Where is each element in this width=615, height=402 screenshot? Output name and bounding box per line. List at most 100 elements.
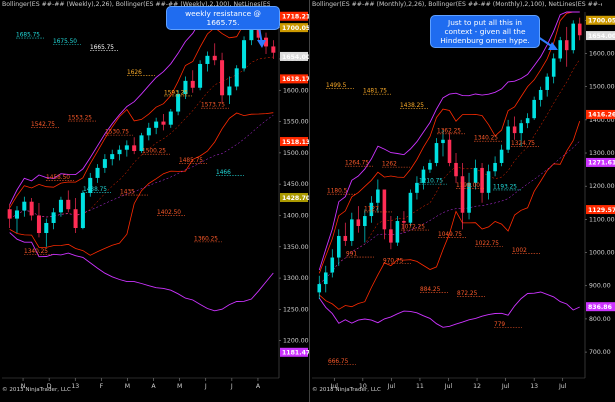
net-level-label: 991: [346, 252, 357, 258]
x-tick-label: 12: [473, 383, 481, 390]
candle-body: [408, 192, 413, 223]
callout-arrowhead: [257, 40, 266, 48]
price-tag: [586, 109, 615, 119]
y-tick-label: 900.00: [589, 283, 611, 290]
candle-body: [51, 212, 56, 223]
candle-body: [220, 60, 225, 96]
bollinger-long-upper: [318, 11, 580, 271]
net-level-label: 1022.75: [475, 241, 499, 247]
net-level-label: 1198.00: [456, 183, 480, 189]
candle-body: [80, 192, 85, 228]
candle-body: [36, 215, 41, 234]
monthly-copyright: © 2013 NinjaTrader, LLC: [312, 387, 381, 393]
x-tick-label: M: [177, 383, 182, 390]
candle-body: [564, 40, 569, 51]
net-level-label: 1685.75: [16, 33, 40, 39]
bollinger-short-upper: [318, 11, 580, 274]
candle-body: [95, 167, 100, 178]
candle-body: [447, 139, 452, 163]
candle-body: [212, 55, 217, 61]
monthly-chart[interactable]: 700.00 800.00 900.00 1000.00 1100.00 1200.00 1…: [310, 0, 615, 402]
candle-body: [132, 145, 137, 151]
net-level-label: 1340.25: [24, 249, 48, 255]
net-level-label: 1324.75: [511, 141, 535, 147]
price-tag: [280, 347, 308, 357]
x-tick-label: 13: [71, 383, 79, 390]
candle-body: [512, 126, 517, 134]
net-level-label: 1466: [216, 170, 231, 176]
price-tag-label: 1129.57: [588, 207, 615, 214]
weekly-resistance-callout: weekly resistance @ 1665.75.: [166, 6, 280, 30]
price-tag-label: 1700.05: [588, 18, 615, 25]
x-tick-label: M: [125, 383, 130, 390]
candle-body: [168, 111, 173, 125]
price-tag: [280, 11, 308, 21]
net-level-label: 1264.75: [345, 161, 369, 167]
candle-body: [161, 121, 166, 125]
candle-body: [190, 80, 195, 88]
x-tick-label: N: [21, 383, 26, 390]
candle-body: [558, 40, 562, 59]
monthly-chart-panel[interactable]: 700.00 800.00 900.00 1000.00 1100.00 1200.00 1…: [310, 0, 615, 402]
x-tick-label: A: [256, 383, 261, 390]
weekly-chart-panel[interactable]: 1200.00 1250.00 1300.00 1350.00 1400.00 1450.…: [0, 0, 310, 402]
price-tag-label: 1271.61: [588, 160, 615, 167]
candle-body: [551, 58, 556, 77]
bollinger-short-middle: [9, 56, 274, 219]
candle-body: [183, 80, 188, 95]
x-tick-label: 10: [359, 383, 367, 390]
y-tick-label: 800.00: [589, 316, 611, 323]
bollinger-long-lower: [318, 291, 580, 328]
y-tick-label: 1600.00: [589, 50, 615, 57]
net-level-label: 1626: [127, 70, 142, 76]
net-level-label: 1210.75: [419, 179, 443, 185]
y-tick-label: 1300.00: [589, 150, 615, 157]
net-level-label: 1340.25: [474, 136, 498, 142]
candle-body: [73, 209, 78, 228]
y-tick-label: 1300.00: [283, 275, 309, 282]
candle-body: [343, 235, 348, 241]
candle-body: [350, 219, 354, 241]
candle-body: [29, 201, 34, 216]
candle-body: [376, 189, 380, 203]
net-level-label: 1542.75: [31, 122, 55, 128]
candle-body: [486, 171, 491, 193]
net-level-label: 970.75: [383, 258, 404, 264]
candle-body: [263, 37, 269, 47]
x-tick-label: J: [204, 383, 207, 390]
net-level-label: 1438.75: [83, 187, 107, 193]
candle-body: [234, 68, 239, 87]
weekly-chart[interactable]: 1200.00 1250.00 1300.00 1350.00 1400.00 1450.…: [0, 0, 309, 402]
net-level-label: 1553.25: [68, 116, 92, 122]
net-level-label: 779: [494, 322, 505, 328]
price-tag: [280, 137, 308, 147]
price-tag: [280, 193, 308, 203]
bollinger-short-lower: [9, 112, 274, 256]
price-tag: [280, 51, 308, 61]
candle-body: [545, 76, 549, 90]
candle-body: [176, 94, 181, 112]
net-level-label: 1530.75: [105, 130, 129, 136]
price-tag: [280, 23, 308, 33]
price-tag-label: 1700.05: [282, 25, 309, 32]
net-level-label: 1362.25: [437, 128, 461, 134]
candle-body: [110, 154, 115, 160]
net-level-label: 884.25: [420, 287, 441, 293]
y-tick-label: 1500.00: [589, 84, 615, 91]
bollinger-long-middle: [319, 140, 580, 285]
net-level-label: 1665.75: [90, 45, 114, 51]
net-level-label: 1435: [120, 190, 135, 196]
candle-body: [363, 216, 367, 227]
y-tick-label: 1350.00: [283, 244, 309, 251]
bollinger-short-middle: [319, 59, 580, 285]
bollinger-long-middle: [9, 114, 274, 219]
net-level-label: 1485.75: [179, 158, 203, 164]
x-tick-label: Jul: [444, 383, 453, 390]
y-tick-label: 1450.00: [283, 181, 309, 188]
price-tag: [586, 302, 615, 312]
price-tag-label: 1518.13: [282, 139, 309, 146]
net-level-label: 666.75: [328, 359, 349, 365]
candle-body: [525, 118, 530, 124]
net-level-label: 1458.50: [46, 175, 70, 181]
monthly-chart-header: Bollinger(ES ##-## (Monthly),2,26), Boll…: [312, 1, 602, 8]
